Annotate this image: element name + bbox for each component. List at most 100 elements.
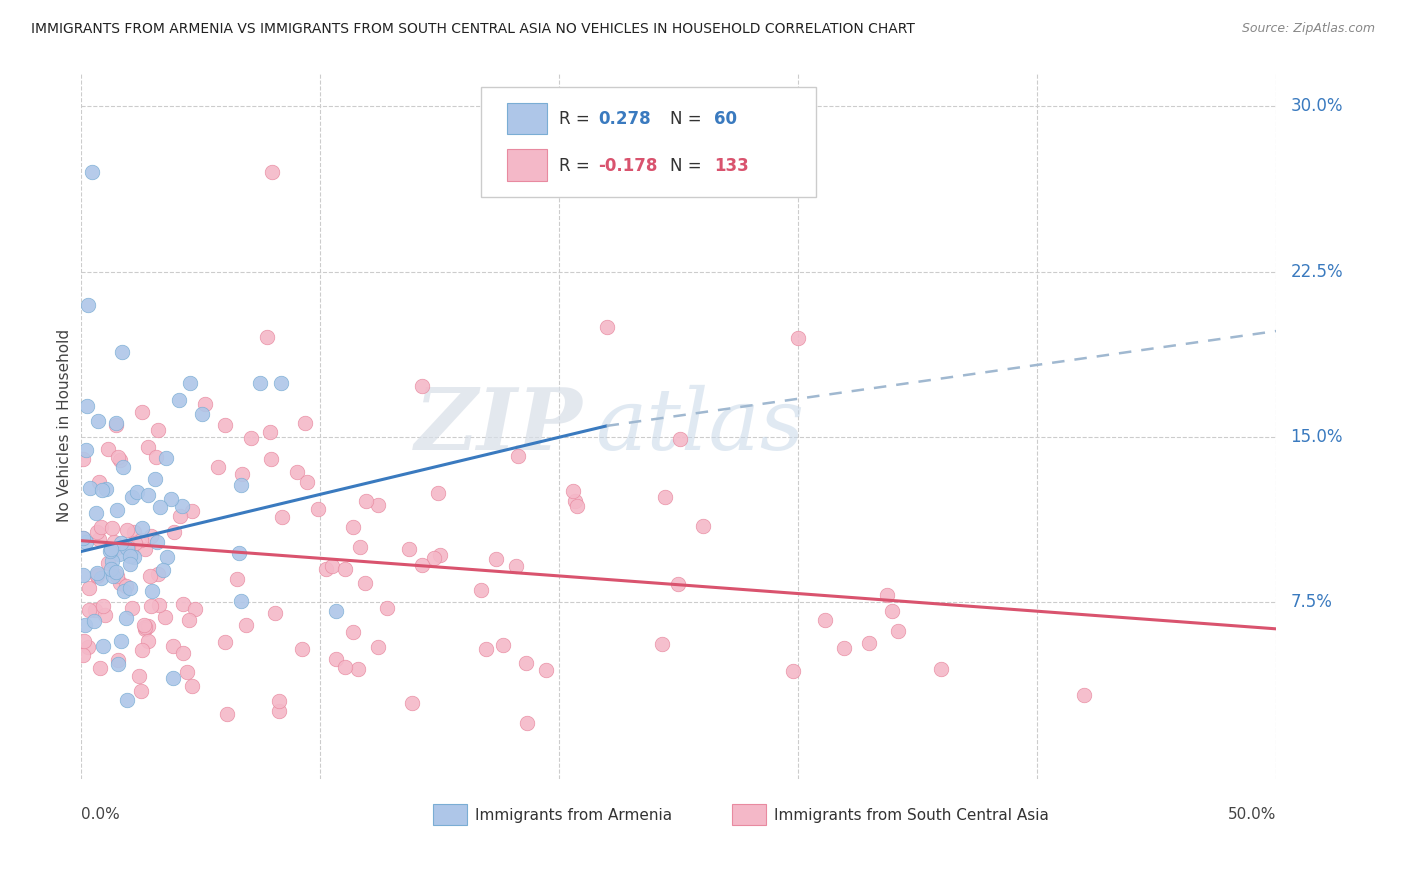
Point: [782, 664, 804, 678]
Point: [264, 606, 287, 620]
Point: [256, 330, 278, 344]
Point: [160, 491, 183, 506]
Point: [342, 625, 364, 640]
Point: [120, 557, 142, 571]
Point: [249, 376, 271, 391]
Point: [181, 503, 204, 517]
Point: [375, 601, 398, 615]
Text: 30.0%: 30.0%: [1291, 97, 1343, 115]
Point: [269, 694, 291, 708]
Point: [167, 392, 190, 407]
Point: [136, 619, 159, 633]
Point: [131, 643, 153, 657]
Point: [170, 500, 193, 514]
Point: [141, 528, 163, 542]
Point: [231, 467, 253, 481]
Point: [228, 546, 250, 560]
Point: [172, 646, 194, 660]
Point: [155, 610, 177, 624]
Point: [516, 716, 538, 731]
Point: [136, 633, 159, 648]
Point: [162, 639, 184, 653]
Point: [148, 598, 170, 612]
Point: [666, 576, 689, 591]
Text: 60: 60: [714, 110, 737, 128]
Point: [94, 483, 117, 497]
Point: [114, 579, 136, 593]
Point: [91, 599, 114, 613]
Point: [111, 459, 134, 474]
Point: [832, 640, 855, 655]
Point: [98, 544, 121, 558]
Point: [87, 475, 110, 489]
Point: [270, 376, 292, 390]
Point: [191, 407, 214, 421]
Point: [145, 450, 167, 464]
Point: [134, 620, 156, 634]
Point: [76, 297, 98, 311]
Point: [492, 638, 515, 652]
Bar: [508, 150, 547, 181]
Point: [89, 533, 111, 547]
Point: [91, 639, 114, 653]
Point: [107, 450, 129, 464]
Point: [105, 541, 128, 555]
Point: [149, 500, 172, 515]
Point: [155, 451, 177, 466]
Point: [139, 569, 162, 583]
Point: [411, 379, 433, 393]
Point: [115, 523, 138, 537]
Point: [353, 576, 375, 591]
Point: [108, 547, 131, 561]
Point: [101, 521, 124, 535]
Text: 0.0%: 0.0%: [80, 807, 120, 822]
Point: [75, 618, 97, 632]
Point: [90, 570, 112, 584]
Point: [100, 541, 122, 556]
Text: Immigrants from Armenia: Immigrants from Armenia: [475, 808, 672, 823]
Point: [77, 640, 100, 655]
Point: [346, 662, 368, 676]
Point: [291, 642, 314, 657]
Point: [107, 657, 129, 671]
Point: [72, 531, 94, 545]
Point: [887, 624, 910, 639]
Point: [134, 618, 156, 632]
Point: [669, 432, 692, 446]
Point: [169, 508, 191, 523]
Point: [89, 660, 111, 674]
Text: Immigrants from South Central Asia: Immigrants from South Central Asia: [773, 808, 1049, 823]
Bar: [433, 804, 467, 825]
Point: [121, 490, 143, 504]
Point: [115, 693, 138, 707]
Point: [162, 672, 184, 686]
Point: [349, 541, 371, 555]
Point: [181, 679, 204, 693]
Point: [105, 565, 128, 579]
Point: [239, 431, 262, 445]
Point: [475, 642, 498, 657]
Point: [115, 541, 138, 556]
Point: [335, 660, 357, 674]
Point: [398, 541, 420, 556]
Point: [595, 319, 617, 334]
Text: atlas: atlas: [595, 384, 804, 467]
Point: [73, 634, 96, 648]
Point: [814, 613, 837, 627]
Point: [692, 518, 714, 533]
Point: [858, 636, 880, 650]
Point: [111, 345, 134, 359]
Point: [163, 525, 186, 540]
Point: [72, 531, 94, 545]
Point: [229, 478, 252, 492]
Text: 50.0%: 50.0%: [1227, 807, 1277, 822]
Point: [72, 567, 94, 582]
Point: [110, 536, 132, 550]
Point: [143, 472, 166, 486]
Text: 15.0%: 15.0%: [1291, 428, 1343, 446]
Point: [117, 540, 139, 554]
Point: [515, 656, 537, 670]
Text: IMMIGRANTS FROM ARMENIA VS IMMIGRANTS FROM SOUTH CENTRAL ASIA NO VEHICLES IN HOU: IMMIGRANTS FROM ARMENIA VS IMMIGRANTS FR…: [31, 22, 915, 37]
Point: [72, 451, 94, 466]
Point: [105, 503, 128, 517]
